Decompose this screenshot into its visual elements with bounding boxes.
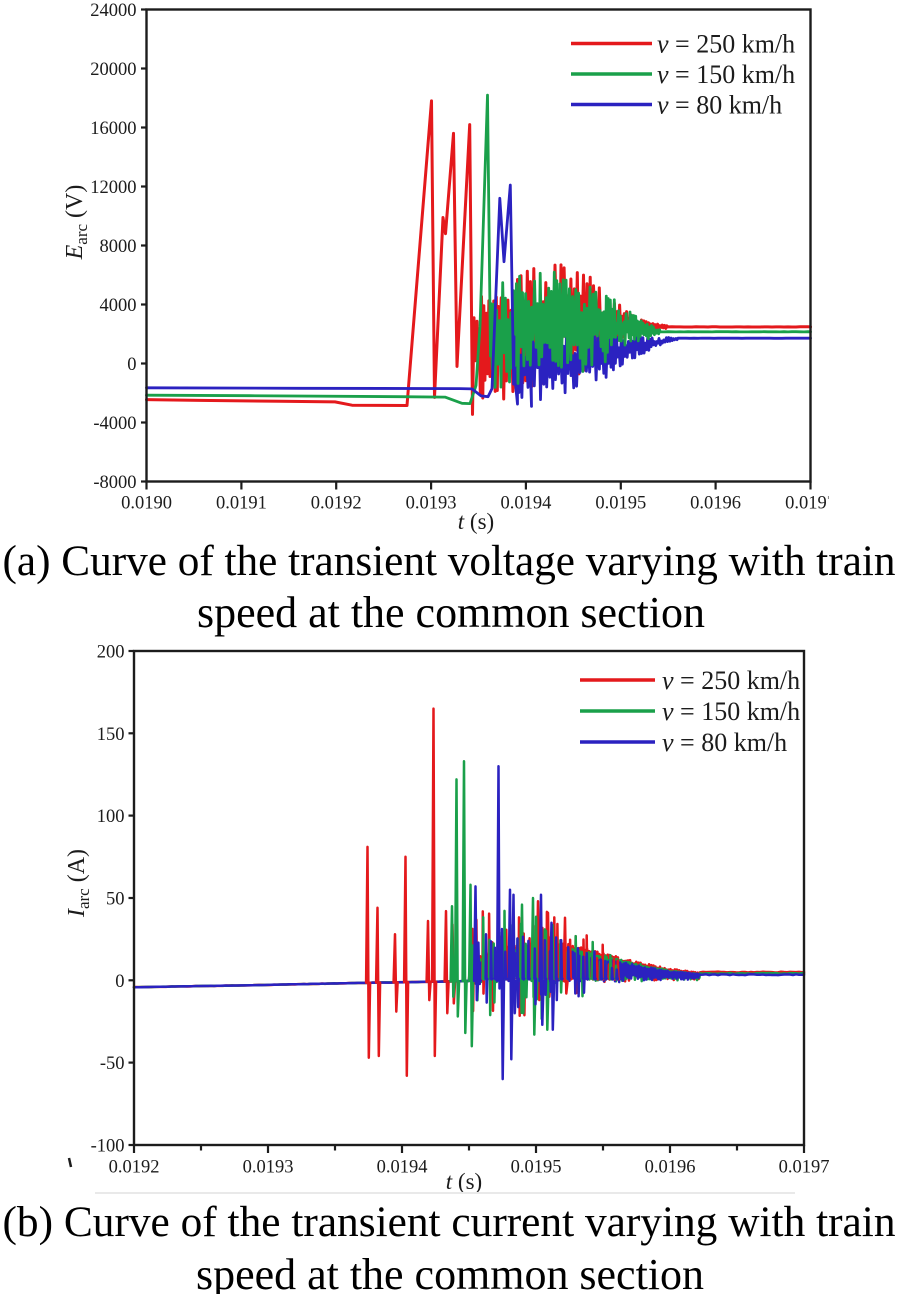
svg-text:0.0196: 0.0196 xyxy=(645,1158,696,1178)
svg-text:4000: 4000 xyxy=(100,296,137,316)
svg-text:24000: 24000 xyxy=(90,1,136,21)
svg-text:0.0193: 0.0193 xyxy=(406,494,457,514)
svg-text:-50: -50 xyxy=(100,1054,125,1074)
svg-text:-8000: -8000 xyxy=(93,473,136,493)
svg-text:-4000: -4000 xyxy=(93,414,136,434)
svg-text:0.0192: 0.0192 xyxy=(109,1158,160,1178)
svg-text:Earc (V): Earc (V) xyxy=(62,185,91,261)
svg-text:t (s): t (s) xyxy=(458,509,494,534)
svg-text:0: 0 xyxy=(127,355,136,375)
svg-text:v = 80 km/h: v = 80 km/h xyxy=(662,728,787,757)
svg-text:8000: 8000 xyxy=(100,237,137,257)
svg-text:50: 50 xyxy=(106,890,125,910)
svg-text:(b) Curve of the transient cur: (b) Curve of the transient current varyi… xyxy=(3,1198,896,1246)
svg-text:Iarc (A): Iarc (A) xyxy=(64,849,93,918)
svg-text:0.0197: 0.0197 xyxy=(779,1158,830,1178)
svg-text:16000: 16000 xyxy=(90,119,136,139)
svg-text:0.0197: 0.0197 xyxy=(785,494,836,514)
svg-text:v = 150 km/h: v = 150 km/h xyxy=(662,697,800,726)
svg-text:v = 250 km/h: v = 250 km/h xyxy=(662,666,800,695)
svg-text:0.0192: 0.0192 xyxy=(311,494,362,514)
svg-text:0.0195: 0.0195 xyxy=(595,494,646,514)
svg-text:0: 0 xyxy=(115,972,124,992)
svg-text:0.0194: 0.0194 xyxy=(377,1158,428,1178)
svg-text:-100: -100 xyxy=(91,1137,125,1157)
svg-text:v = 80 km/h: v = 80 km/h xyxy=(657,91,782,120)
svg-text:speed at the common section: speed at the common section xyxy=(197,588,705,637)
svg-text:0.0191: 0.0191 xyxy=(216,494,267,514)
svg-text:t (s): t (s) xyxy=(446,1169,482,1194)
svg-text:(a) Curve of the transient vol: (a) Curve of the transient voltage varyi… xyxy=(3,537,896,585)
svg-text:150: 150 xyxy=(97,725,125,745)
svg-text:0.0195: 0.0195 xyxy=(511,1158,562,1178)
svg-text:0.0196: 0.0196 xyxy=(690,494,741,514)
svg-text:v = 250 km/h: v = 250 km/h xyxy=(657,30,795,59)
svg-text:v = 150 km/h: v = 150 km/h xyxy=(657,60,795,89)
svg-text:0.0193: 0.0193 xyxy=(243,1158,294,1178)
svg-text:0.0190: 0.0190 xyxy=(121,494,172,514)
svg-text:200: 200 xyxy=(97,643,125,663)
svg-text:speed at the common section: speed at the common section xyxy=(196,1250,704,1294)
svg-text:20000: 20000 xyxy=(90,60,136,80)
svg-text:0.0194: 0.0194 xyxy=(500,494,551,514)
svg-text:12000: 12000 xyxy=(90,178,136,198)
svg-text:100: 100 xyxy=(97,807,125,827)
